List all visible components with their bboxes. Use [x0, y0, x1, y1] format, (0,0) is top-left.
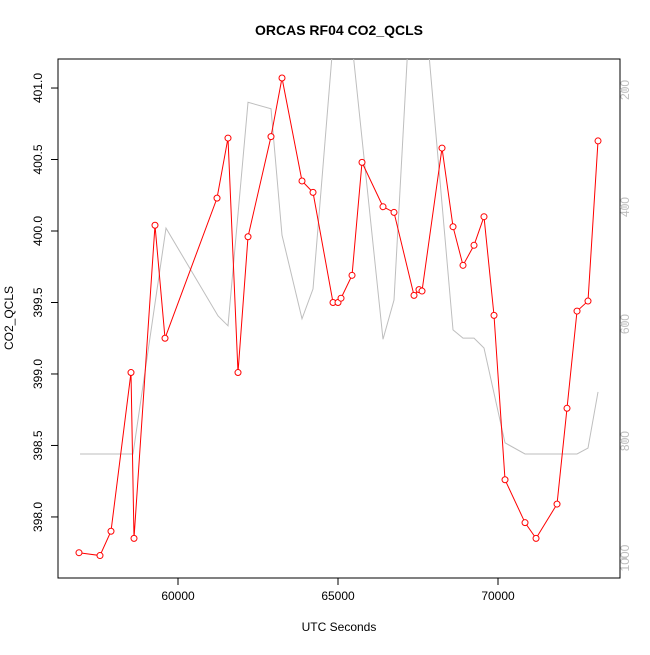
y-tick-label: 398.5 [31, 430, 45, 460]
data-point [127, 369, 135, 377]
y-tick-label: 398.0 [31, 502, 45, 532]
y-tick-label: 400.0 [31, 216, 45, 246]
data-point [521, 519, 529, 527]
data-point [490, 311, 498, 319]
data-point [107, 527, 115, 535]
data-point [234, 369, 242, 377]
x-tick-label: 70000 [481, 589, 515, 603]
data-point [267, 133, 275, 141]
data-point [563, 404, 571, 412]
data-point [459, 261, 467, 269]
data-point [594, 137, 602, 145]
y-tick-label: 401.0 [31, 73, 45, 103]
data-point [298, 177, 306, 185]
chart-title: ORCAS RF04 CO2_QCLS [255, 22, 423, 38]
data-point [584, 297, 592, 305]
y-tick-label: 399.0 [31, 359, 45, 389]
data-point [553, 500, 561, 508]
data-point [348, 271, 356, 279]
y-tick-label: 399.5 [31, 287, 45, 317]
data-point [379, 203, 387, 211]
x-axis-label: UTC Seconds [302, 620, 377, 634]
series-line [78, 77, 599, 557]
y2-tick-label: 200 [618, 80, 632, 100]
data-point [278, 74, 286, 82]
y-tick-label: 400.5 [31, 144, 45, 174]
x-tick-label: 60000 [161, 589, 195, 603]
data-point [418, 287, 426, 295]
data-point [224, 134, 232, 142]
data-point [410, 291, 418, 299]
series-line [80, 59, 599, 455]
data-point [501, 476, 509, 484]
y-axis-label: CO2_QCLS [2, 286, 16, 350]
data-point [470, 241, 478, 249]
data-point [573, 307, 581, 315]
data-point [532, 534, 540, 542]
plot-box [57, 58, 621, 579]
y2-tick-label: 600 [618, 314, 632, 334]
data-point [438, 144, 446, 152]
data-point [151, 221, 159, 229]
data-point [244, 233, 252, 241]
data-point [449, 223, 457, 231]
data-point [161, 334, 169, 342]
data-point [213, 194, 221, 202]
data-point [390, 208, 398, 216]
y2-tick-label: 800 [618, 431, 632, 451]
data-point [96, 552, 104, 560]
data-point [480, 213, 488, 221]
data-point [130, 534, 138, 542]
data-point [337, 294, 345, 302]
data-point [358, 158, 366, 166]
data-point [75, 549, 83, 557]
data-point [309, 188, 317, 196]
y2-tick-label: 400 [618, 197, 632, 217]
x-tick-label: 65000 [321, 589, 355, 603]
y2-tick-label: 1000 [618, 544, 632, 571]
